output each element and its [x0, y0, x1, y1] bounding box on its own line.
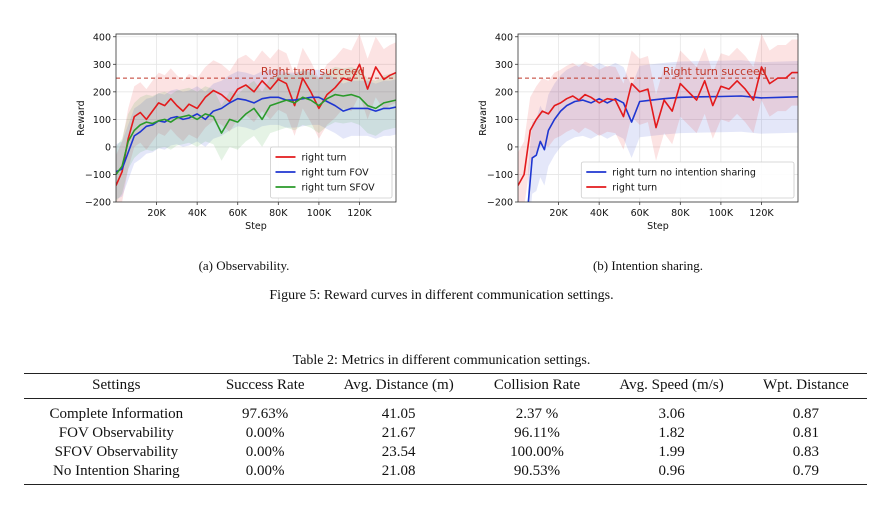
- col-header-collision-rate: Collision Rate: [475, 373, 599, 399]
- x-tick-label: 100K: [307, 208, 332, 219]
- reward-chart-intention-sharing-svg: Right turn succeed −200 −100 0 100 200 300 400 2…: [478, 32, 799, 232]
- series-line: [116, 93, 396, 175]
- table-header-row: Settings Success Rate Avg. Distance (m) …: [24, 373, 867, 399]
- reward-chart-observability: Right turn succeed −200 −100 0 100 200 300 400 2…: [68, 26, 408, 241]
- x-tick-label: 60K: [631, 208, 650, 219]
- x-tick-label: 120K: [749, 208, 774, 219]
- y-tick-label: 0: [507, 142, 513, 153]
- x-tick-label: 100K: [709, 208, 734, 219]
- plot-area: [116, 34, 396, 202]
- legend-label: right turn no intention sharing: [612, 168, 756, 179]
- cell-wpt-distance: 0.81: [792, 425, 819, 441]
- series-line: [116, 96, 396, 173]
- legend-label: right turn: [302, 153, 347, 164]
- cell-avg-speed: 1.82: [658, 425, 685, 441]
- x-tick-label: 80K: [671, 208, 690, 219]
- cell-wpt-distance: 0.87: [792, 406, 819, 422]
- y-tick-label: 300: [93, 60, 111, 71]
- legend-box: [270, 146, 393, 199]
- cell-collision-rate: 96.11%: [514, 425, 560, 441]
- cell-avg-distance: 23.54: [381, 444, 416, 460]
- legend-box: [580, 161, 795, 199]
- y-tick-label: 400: [495, 32, 513, 43]
- y-tick-label: −100: [487, 170, 513, 181]
- cell-collision-rate: 100.00%: [510, 444, 564, 460]
- y-tick-label: −100: [85, 170, 111, 181]
- cell-success-rate: 0.00%: [245, 444, 285, 460]
- cell-collision-rate: 90.53%: [475, 462, 599, 485]
- cell-wpt-distance: 0.83: [792, 444, 819, 460]
- y-tick-label: −200: [487, 198, 513, 209]
- col-header-settings: Settings: [24, 373, 209, 399]
- y-tick-label: 400: [93, 32, 111, 43]
- legend: right turn no intention sharing right tur…: [580, 161, 795, 199]
- cell-avg-distance: 21.67: [381, 425, 416, 441]
- cell-success-rate: 0.00%: [245, 425, 285, 441]
- subcaption-intention-sharing: (b) Intention sharing.: [592, 258, 704, 273]
- cell-avg-distance: 41.05: [381, 406, 416, 422]
- cell-settings: No Intention Sharing: [24, 462, 209, 485]
- x-tick-label: 20K: [549, 208, 568, 219]
- subcaption-observability: (a) Observability.: [198, 258, 290, 273]
- series-band: [116, 69, 396, 200]
- x-tick-label: 60K: [229, 208, 248, 219]
- series-line: [116, 63, 396, 186]
- x-tick-label: 120K: [347, 208, 372, 219]
- table-row: No Intention Sharing 0.00% 21.08 90.53% …: [24, 462, 867, 485]
- cell-wpt-distance: 0.79: [744, 462, 867, 485]
- y-tick-label: 0: [105, 142, 111, 153]
- legend-label: right turn SFOV: [302, 183, 376, 194]
- y-axis-label: Reward: [76, 100, 87, 135]
- cell-avg-speed: 0.96: [598, 462, 745, 485]
- col-header-wpt-distance: Wpt. Distance: [744, 373, 867, 399]
- col-header-avg-distance: Avg. Distance (m): [321, 373, 476, 399]
- series-band: [116, 34, 396, 202]
- legend-label: right turn: [612, 183, 657, 194]
- x-tick-label: 40K: [188, 208, 207, 219]
- cell-avg-speed: 1.99: [658, 444, 685, 460]
- cell-settings: SFOV Observability: [54, 444, 179, 460]
- table-row: Complete Information 97.63% 41.05 2.37 %…: [24, 399, 867, 425]
- cell-success-rate: 0.00%: [208, 462, 322, 485]
- x-tick-label: 80K: [269, 208, 288, 219]
- cell-settings: Complete Information: [49, 406, 184, 422]
- x-tick-label: 20K: [147, 208, 166, 219]
- cell-avg-speed: 3.06: [658, 406, 685, 422]
- table-row: FOV Observability 0.00% 21.67 96.11% 1.8…: [24, 424, 867, 443]
- y-tick-label: 100: [93, 115, 111, 126]
- x-axis-label: Step: [647, 221, 669, 232]
- figure-caption: Figure 5: Reward curves in different com…: [269, 288, 614, 303]
- legend: right turn right turn FOV right turn SFOV: [270, 146, 393, 199]
- y-tick-label: −200: [85, 198, 111, 209]
- y-tick-label: 200: [495, 87, 513, 98]
- reward-chart-observability-svg: Right turn succeed −200 −100 0 100 200 300 400 2…: [76, 32, 397, 232]
- x-axis-label: Step: [245, 221, 267, 232]
- y-tick-label: 200: [93, 87, 111, 98]
- threshold-label: Right turn succeed: [261, 65, 365, 78]
- series-line: [527, 95, 798, 202]
- cell-success-rate: 97.63%: [242, 406, 289, 422]
- series-line: [518, 66, 798, 186]
- col-header-success-rate: Success Rate: [208, 373, 322, 399]
- plot-area: [518, 34, 798, 202]
- reward-chart-intention-sharing: Right turn succeed −200 −100 0 100 200 300 400 2…: [470, 26, 810, 241]
- threshold-label: Right turn succeed: [663, 65, 767, 78]
- col-header-avg-speed: Avg. Speed (m/s): [598, 373, 745, 399]
- cell-collision-rate: 2.37 %: [515, 406, 559, 422]
- y-tick-label: 100: [495, 115, 513, 126]
- table-row: SFOV Observability 0.00% 23.54 100.00% 1…: [24, 443, 867, 462]
- cell-settings: FOV Observability: [58, 425, 174, 441]
- cell-avg-distance: 21.08: [321, 462, 476, 485]
- table-caption: Table 2: Metrics in different communicat…: [292, 353, 591, 368]
- y-axis-label: Reward: [478, 100, 489, 135]
- metrics-table: Settings Success Rate Avg. Distance (m) …: [24, 373, 867, 485]
- y-tick-label: 300: [495, 60, 513, 71]
- axes-frame: [115, 33, 397, 203]
- x-tick-label: 40K: [590, 208, 609, 219]
- legend-label: right turn FOV: [302, 168, 370, 179]
- axes-frame: [517, 33, 799, 203]
